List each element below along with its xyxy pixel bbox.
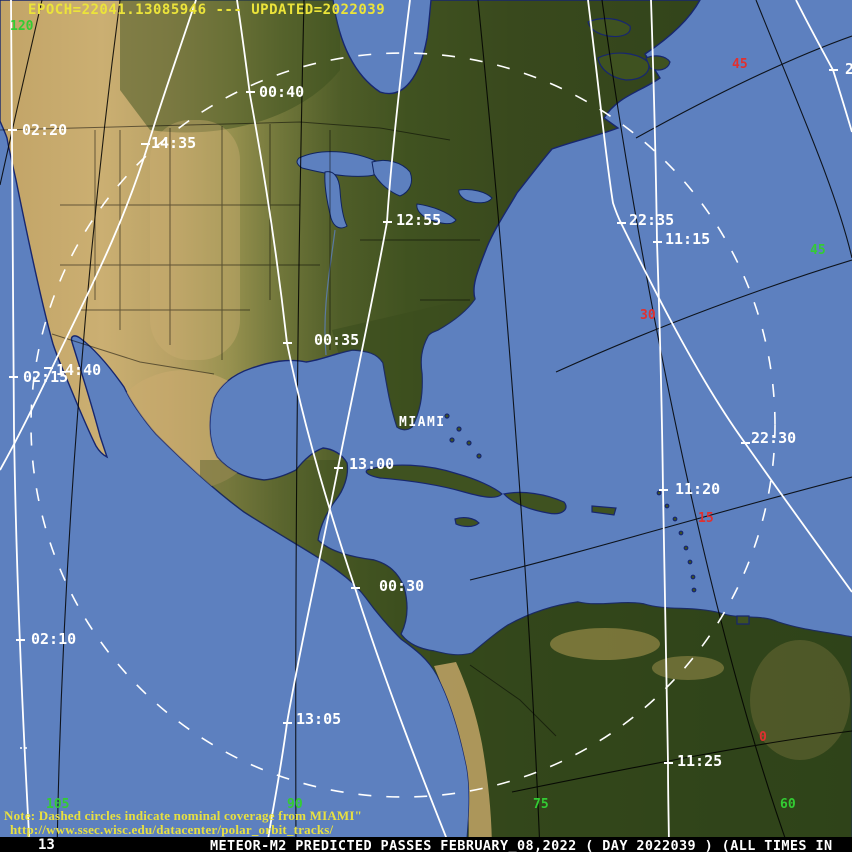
river xyxy=(324,229,336,356)
borders xyxy=(0,121,557,737)
orbit-track xyxy=(10,0,31,852)
track-ticks xyxy=(8,69,838,764)
orbit-track xyxy=(0,0,197,471)
orbit-track xyxy=(236,0,453,852)
frame-index: 13 xyxy=(38,837,55,852)
islands xyxy=(365,17,750,625)
orbit-track xyxy=(587,0,852,593)
coverage-circle xyxy=(20,52,776,798)
page-title: METEOR-M2 PREDICTED PASSES FEBRUARY_08,2… xyxy=(210,838,833,852)
great-lakes xyxy=(296,151,493,229)
title-bar: 13 METEOR-M2 PREDICTED PASSES FEBRUARY_0… xyxy=(0,837,852,852)
